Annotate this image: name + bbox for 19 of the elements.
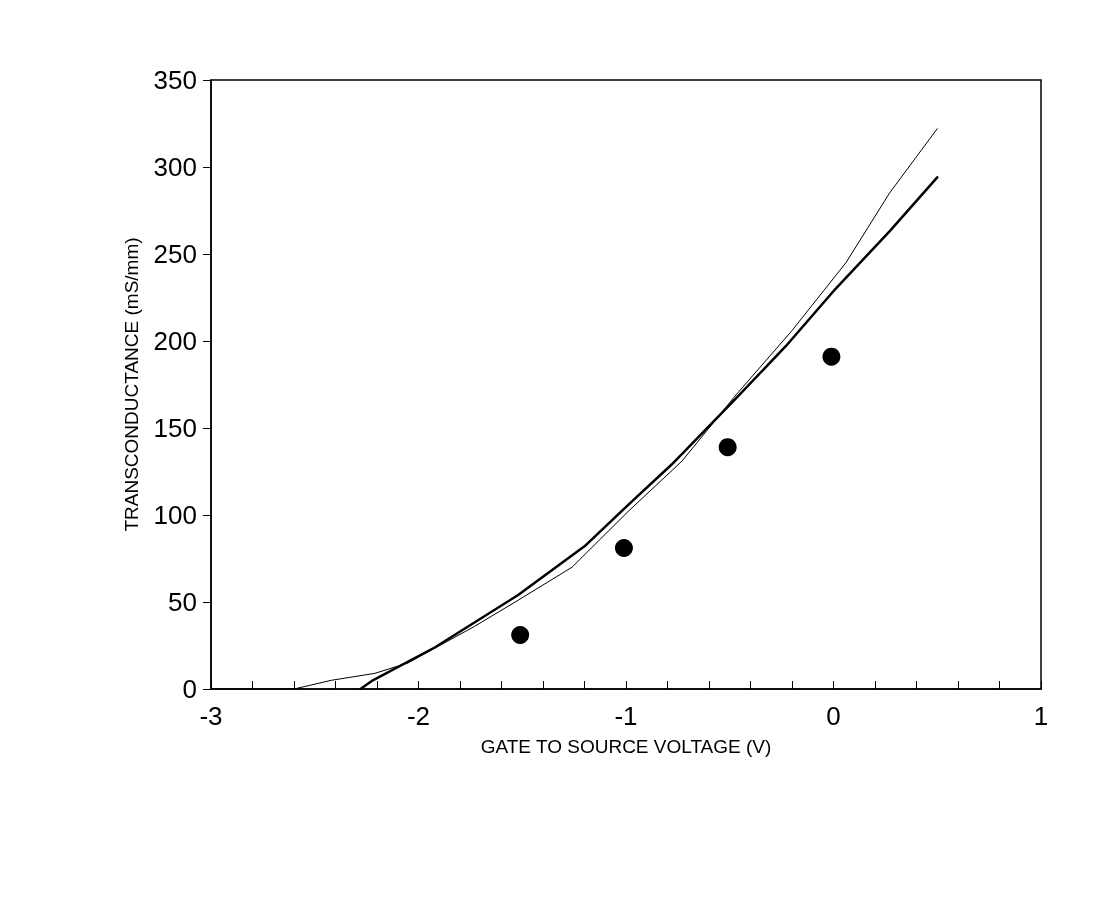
y-axis-title: TRANSCONDUCTANCE (mS/mm) bbox=[121, 237, 142, 532]
y-tick-label: 150 bbox=[153, 413, 197, 443]
y-tick-label: 200 bbox=[153, 326, 197, 356]
x-tick-label: -2 bbox=[406, 701, 431, 731]
x-tick-label: -3 bbox=[199, 701, 223, 731]
y-tick-label: 50 bbox=[168, 587, 197, 617]
x-tick-label: 1 bbox=[1033, 701, 1049, 731]
y-tick-label: 250 bbox=[153, 239, 197, 269]
x-tick-label: -1 bbox=[614, 701, 638, 731]
y-tick-label: 0 bbox=[182, 674, 197, 704]
point bbox=[822, 347, 841, 366]
point bbox=[614, 539, 633, 558]
y-tick-label: 300 bbox=[153, 152, 197, 182]
x-tick-label: 0 bbox=[826, 701, 841, 731]
point bbox=[718, 438, 737, 457]
y-tick-label: 350 bbox=[153, 65, 197, 95]
point bbox=[511, 626, 530, 645]
y-tick-label: 100 bbox=[153, 500, 197, 530]
x-axis-title: GATE TO SOURCE VOLTAGE (V) bbox=[480, 736, 772, 757]
